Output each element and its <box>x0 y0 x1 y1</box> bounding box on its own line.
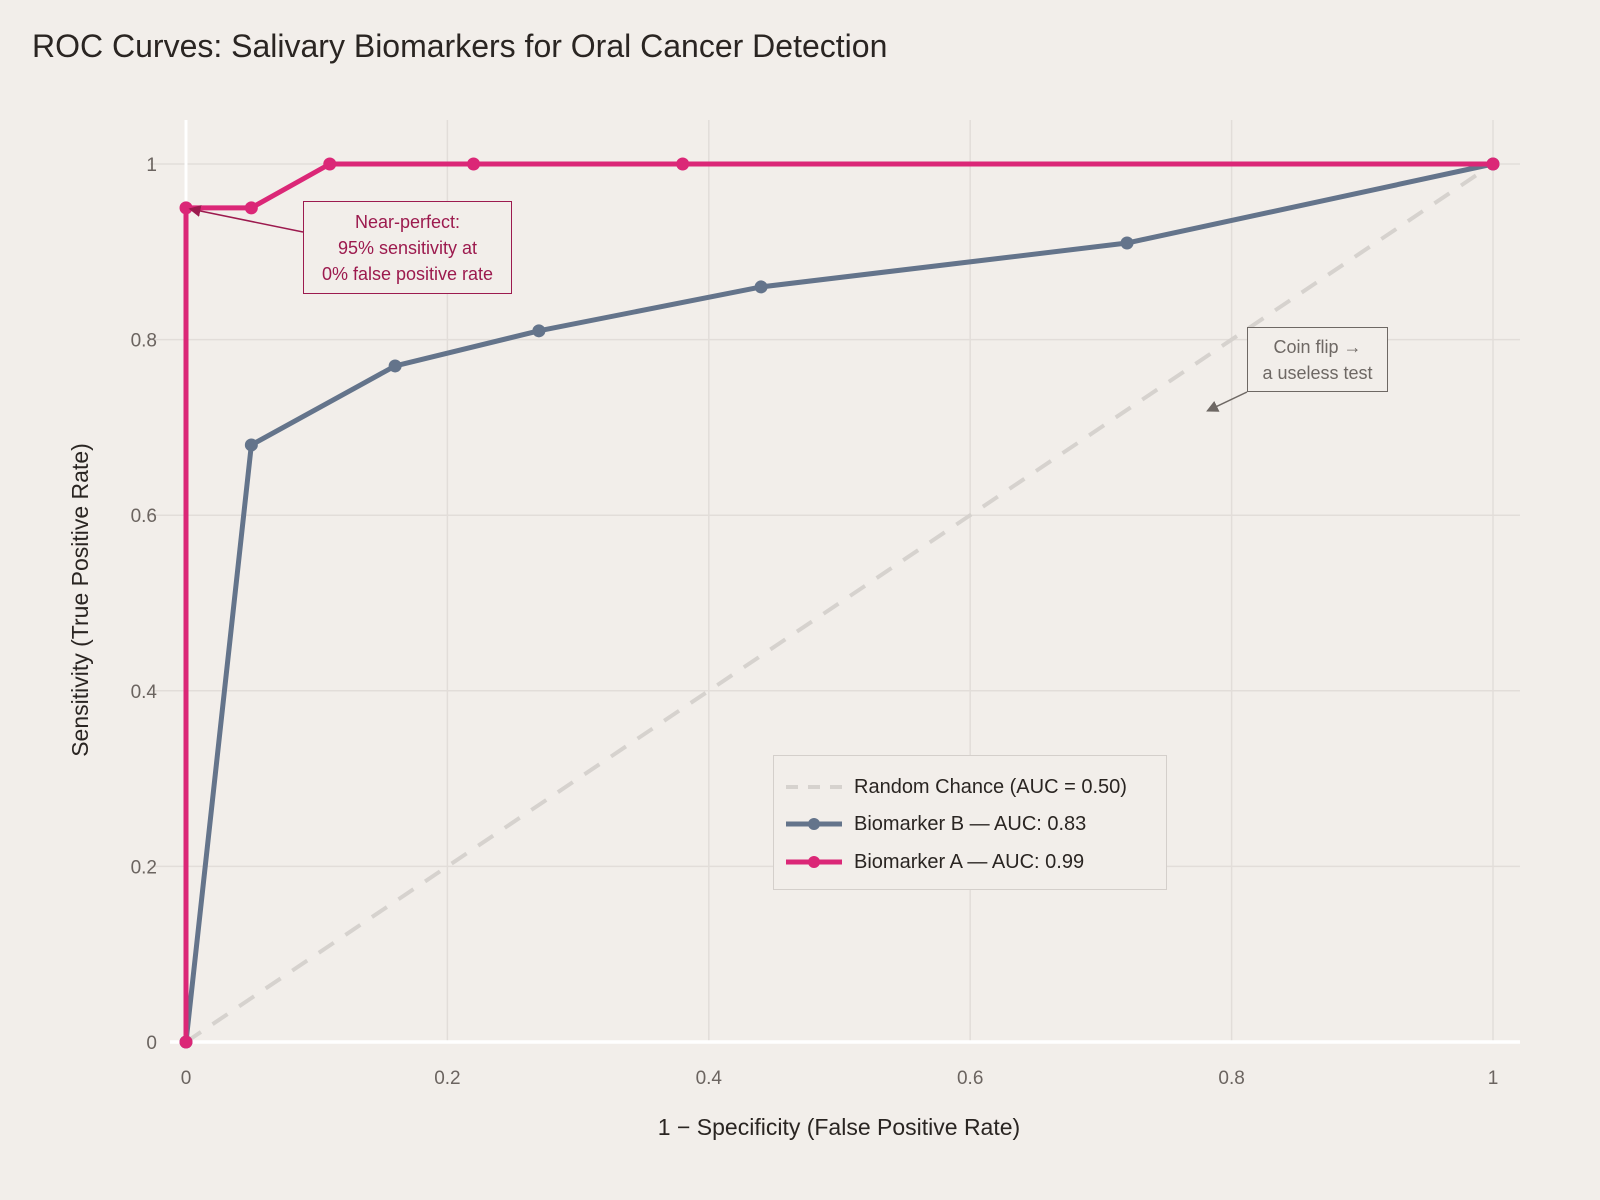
data-point <box>244 438 258 452</box>
chart-title: ROC Curves: Salivary Biomarkers for Oral… <box>32 28 888 64</box>
data-point <box>1120 236 1134 250</box>
data-point <box>388 359 402 373</box>
y-tick-label: 1 <box>146 155 157 176</box>
legend-item-biomarker-b[interactable]: Biomarker B — AUC: 0.83 <box>784 809 1086 839</box>
y-axis-title: Sensitivity (True Positive Rate) <box>67 443 93 757</box>
tick-labels: 0 0.2 0.4 0.6 0.8 1 0 0.2 0.4 0.6 0.8 1 <box>131 155 1499 1089</box>
data-point <box>1486 157 1500 171</box>
series-line-0 <box>184 162 1495 1044</box>
data-point <box>244 201 258 215</box>
arrow-coin-flip <box>1206 391 1248 412</box>
legend: Random Chance (AUC = 0.50) Biomarker B —… <box>773 755 1167 890</box>
data-point <box>179 201 193 215</box>
y-tick-label: 0.4 <box>131 682 158 703</box>
line-marker-icon <box>786 856 842 868</box>
arrow-near-perfect <box>188 205 304 233</box>
legend-item-biomarker-a[interactable]: Biomarker A — AUC: 0.99 <box>784 847 1084 877</box>
x-tick-label: 0.4 <box>696 1068 723 1089</box>
legend-label: Biomarker B — AUC: 0.83 <box>854 812 1087 835</box>
x-tick-label: 0.8 <box>1218 1068 1244 1089</box>
dashed-line-icon <box>786 785 842 789</box>
data-point <box>754 280 768 294</box>
data-point <box>323 157 337 171</box>
annotation-line: Coin flip → <box>1273 337 1362 357</box>
annotation-coin-flip: Coin flip → a useless test <box>1247 327 1388 392</box>
x-tick-label: 0.2 <box>434 1068 460 1089</box>
annotation-near-perfect: Near-perfect: 95% sensitivity at 0% fals… <box>303 201 512 294</box>
annotation-line: 95% sensitivity at <box>337 238 478 258</box>
annotation-arrows <box>188 205 1248 412</box>
x-tick-label: 0.6 <box>957 1068 983 1089</box>
x-tick-label: 1 <box>1488 1068 1499 1089</box>
data-point <box>179 1035 193 1049</box>
data-point <box>532 324 546 338</box>
y-tick-label: 0.8 <box>131 331 157 352</box>
annotation-line: a useless test <box>1262 363 1373 383</box>
y-tick-label: 0.2 <box>131 857 157 878</box>
data-point <box>467 157 481 171</box>
x-tick-label: 0 <box>181 1068 192 1089</box>
legend-item-random-chance[interactable]: Random Chance (AUC = 0.50) <box>784 772 1127 802</box>
line-marker-icon <box>786 818 842 830</box>
legend-label: Biomarker A — AUC: 0.99 <box>854 850 1085 873</box>
y-tick-label: 0.6 <box>131 506 157 527</box>
series-layer <box>179 157 1500 1049</box>
legend-label: Random Chance (AUC = 0.50) <box>854 775 1127 798</box>
x-axis-title: 1 − Specificity (False Positive Rate) <box>658 1114 1020 1140</box>
annotation-line: Near-perfect: <box>354 212 461 232</box>
data-point <box>676 157 690 171</box>
annotation-line: 0% false positive rate <box>321 264 494 284</box>
y-tick-label: 0 <box>146 1033 157 1054</box>
